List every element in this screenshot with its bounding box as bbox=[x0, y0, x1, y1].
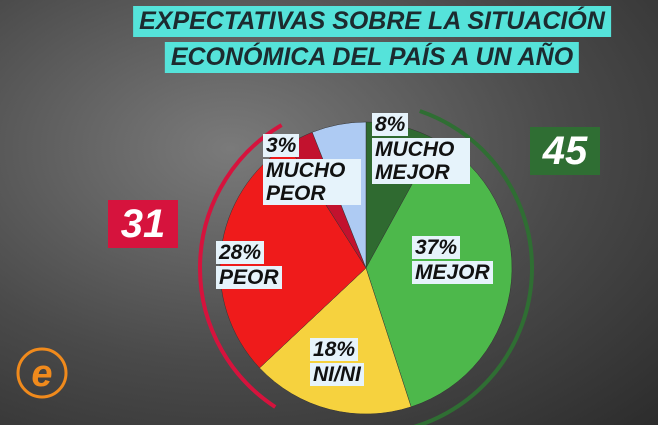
category-label: MUCHO PEOR bbox=[263, 159, 361, 205]
slice-label: 37% MEJOR bbox=[412, 236, 493, 286]
value-label: 37% bbox=[412, 236, 461, 259]
title-line: EXPECTATIVAS SOBRE LA SITUACIÓN bbox=[133, 6, 611, 37]
svg-text:e: e bbox=[31, 353, 52, 395]
value-label: 8% bbox=[372, 113, 409, 136]
slice-label: 8% MUCHO MEJOR bbox=[372, 113, 470, 186]
logo: e bbox=[16, 347, 68, 399]
group-arc bbox=[198, 123, 283, 409]
group-total: 45 bbox=[530, 127, 600, 175]
value-label: 28% bbox=[216, 241, 265, 264]
title-line: ECONÓMICA DEL PAÍS A UN AÑO bbox=[164, 42, 580, 73]
slice-label: 3% MUCHO PEOR bbox=[263, 134, 361, 207]
category-label: MEJOR bbox=[412, 261, 493, 284]
slice-label: 18% NI/NI bbox=[310, 338, 364, 388]
category-label: PEOR bbox=[216, 266, 282, 289]
group-arc bbox=[413, 109, 534, 425]
value-label: 3% bbox=[263, 134, 300, 157]
category-label: NI/NI bbox=[310, 363, 364, 386]
category-label: MUCHO MEJOR bbox=[372, 138, 470, 184]
value-label: 18% bbox=[310, 338, 359, 361]
group-total: 31 bbox=[108, 200, 178, 248]
slice-label: 28% PEOR bbox=[216, 241, 282, 291]
